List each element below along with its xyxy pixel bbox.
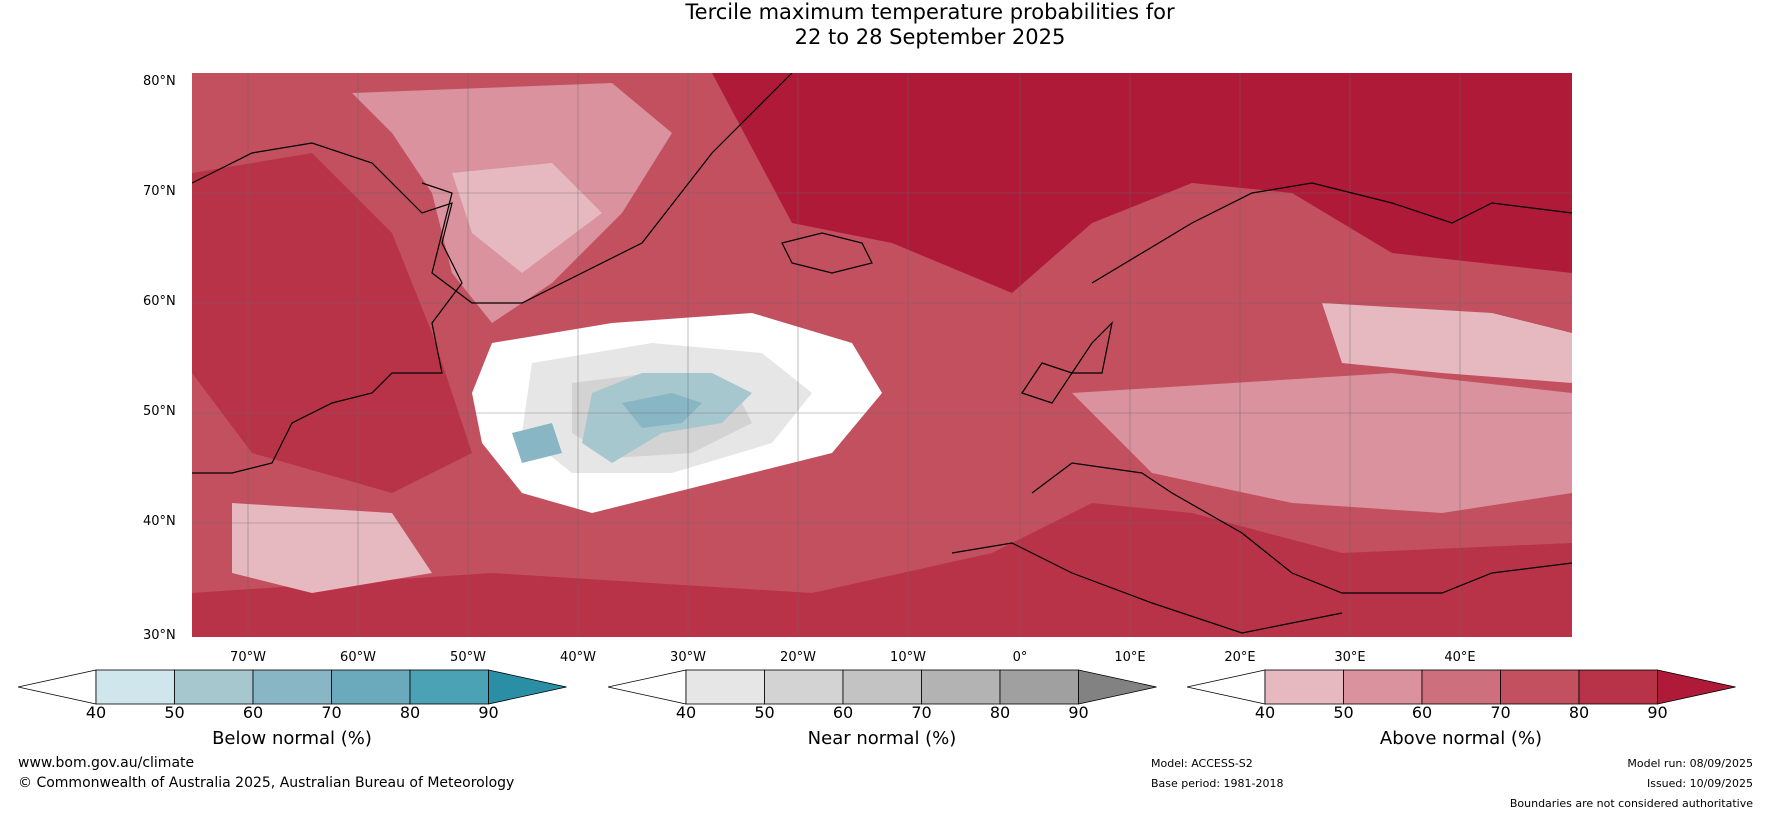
colorbar-title-below: Below normal (%) — [212, 728, 372, 749]
colorbar-segment — [1421, 669, 1501, 705]
colorbar-tick-label: 40 — [1254, 703, 1276, 722]
colorbar-high-arrow — [488, 669, 567, 705]
colorbar-segment — [921, 669, 1001, 705]
colorbar-title-near: Near normal (%) — [807, 728, 957, 749]
colorbar-segment — [1500, 669, 1580, 705]
colorbar-below-normal — [18, 669, 567, 705]
lighter-region-russia — [1322, 303, 1572, 383]
colorbar-tick-label: 70 — [321, 703, 342, 722]
colorbar-low-arrow — [608, 669, 687, 705]
lat-label-50: 50°N — [143, 404, 176, 419]
colorbar-high-arrow — [1657, 669, 1736, 705]
colorbar-segment — [1578, 669, 1658, 705]
colorbar-low-arrow — [18, 669, 97, 705]
below-normal-patch — [512, 423, 562, 463]
lat-label-30: 30°N — [143, 628, 176, 643]
colorbar-segment — [685, 669, 765, 705]
colorbar-tick-label: 80 — [989, 703, 1011, 722]
colorbar-near-normal — [608, 669, 1157, 705]
lon-label-60w: 60°W — [340, 650, 376, 665]
lon-label-10e: 10°E — [1114, 650, 1146, 665]
lighter-region-greenland — [452, 163, 602, 273]
lon-label-30w: 30°W — [670, 650, 706, 665]
lon-label-50w: 50°W — [450, 650, 486, 665]
map-svg — [192, 73, 1572, 637]
map-title: Tercile maximum temperature probabilitie… — [0, 0, 1770, 50]
dark-red-region-canada — [192, 153, 472, 493]
lon-label-0: 0° — [1012, 650, 1028, 665]
footer-website: www.bom.gov.au/climate — [18, 755, 195, 771]
colorbar-low-arrow — [1187, 669, 1266, 705]
dark-red-region-south — [192, 503, 1572, 637]
dark-red-region-north-atlantic — [712, 73, 1572, 293]
lon-label-40e: 40°E — [1444, 650, 1476, 665]
footer-model-run: Model run: 08/09/2025 — [1627, 757, 1753, 770]
colorbar-tick-label: 90 — [1068, 703, 1089, 722]
title-line-1: Tercile maximum temperature probabilitie… — [685, 0, 1175, 24]
colorbar-segment — [764, 669, 844, 705]
colorbar-tick-label: 80 — [399, 703, 421, 722]
lon-label-20w: 20°W — [780, 650, 816, 665]
colorbar-title-above: Above normal (%) — [1379, 728, 1543, 749]
colorbar-tick-label: 70 — [1490, 703, 1511, 722]
lon-label-20e: 20°E — [1224, 650, 1256, 665]
below-normal-core — [622, 393, 702, 428]
colorbar-segment — [252, 669, 332, 705]
coastlines — [192, 73, 1572, 634]
light-region-europe — [1072, 373, 1572, 513]
lighter-region-atlantic-coast — [232, 503, 432, 593]
colorbar-tick-label: 60 — [832, 703, 854, 722]
colorbar-tick-label: 40 — [85, 703, 107, 722]
colorbar-segment — [842, 669, 922, 705]
colorbar-tick-label: 50 — [164, 703, 185, 722]
lon-label-40w: 40°W — [560, 650, 596, 665]
colorbar-tick-label: 90 — [478, 703, 499, 722]
footer-base-period: Base period: 1981-2018 — [1151, 777, 1284, 790]
colorbar-tick-label: 80 — [1568, 703, 1590, 722]
colorbar-tick-label: 70 — [911, 703, 932, 722]
colorbar-segment — [1264, 669, 1344, 705]
lat-label-60: 60°N — [143, 294, 176, 309]
footer-model: Model: ACCESS-S2 — [1151, 757, 1253, 770]
colorbar-segment — [409, 669, 489, 705]
lat-label-80: 80°N — [143, 74, 176, 89]
colorbar-segment — [999, 669, 1079, 705]
colorbar-tick-label: 50 — [1333, 703, 1354, 722]
colorbar-segment — [174, 669, 254, 705]
colorbar-above-normal — [1187, 669, 1736, 705]
colorbar-segment — [331, 669, 411, 705]
footer-issued: Issued: 10/09/2025 — [1646, 777, 1753, 790]
colorbar-segment — [1343, 669, 1423, 705]
colorbar-tick-label: 40 — [675, 703, 697, 722]
map-gridlines — [192, 73, 1572, 637]
lat-label-70: 70°N — [143, 184, 176, 199]
lon-label-10w: 10°W — [890, 650, 926, 665]
colorbar-segment — [95, 669, 175, 705]
footer-copyright: © Commonwealth of Australia 2025, Austra… — [18, 775, 515, 791]
colorbar-tick-label: 90 — [1647, 703, 1668, 722]
lon-label-70w: 70°W — [230, 650, 266, 665]
lon-label-30e: 30°E — [1334, 650, 1366, 665]
title-line-2: 22 to 28 September 2025 — [794, 25, 1066, 49]
lat-label-40: 40°N — [143, 514, 176, 529]
footer-disclaimer: Boundaries are not considered authoritat… — [1509, 797, 1753, 810]
probability-map — [192, 73, 1572, 637]
colorbar-tick-label: 50 — [754, 703, 775, 722]
colorbar-high-arrow — [1078, 669, 1157, 705]
colorbar-tick-label: 60 — [242, 703, 264, 722]
colorbar-tick-label: 60 — [1411, 703, 1433, 722]
